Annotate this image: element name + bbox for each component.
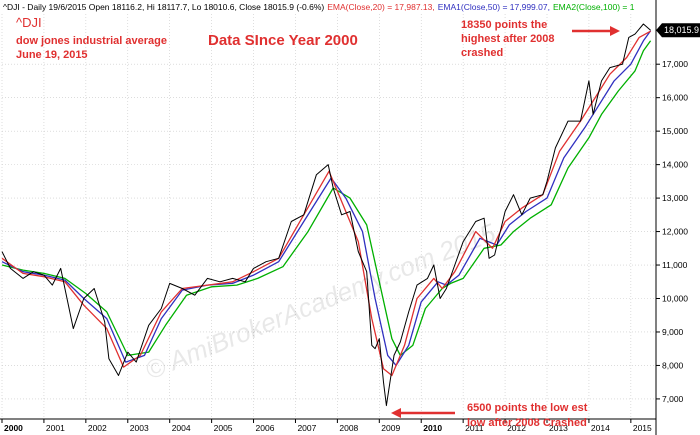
chart-title: Data SInce Year 2000 — [208, 32, 358, 49]
header-info: - Daily 19/6/2015 Open 18116.2, Hi 18117… — [20, 2, 325, 12]
symbol-annotation: ^DJI — [16, 15, 42, 30]
y-tick-label: 15,000 — [662, 126, 688, 136]
x-tick-label: 2011 — [465, 423, 484, 433]
x-tick-label: 2000 — [4, 423, 23, 433]
x-tick-label: 2004 — [172, 423, 191, 433]
x-tick-label: 2007 — [297, 423, 316, 433]
low-note-line2: low after 2008 Crashed — [467, 417, 587, 429]
x-tick-label: 2013 — [549, 423, 568, 433]
y-tick-label: 16,000 — [662, 93, 688, 103]
high-note-line2: highest after 2008 — [461, 33, 555, 45]
grid-lines — [1, 14, 656, 419]
y-tick-label: 7,000 — [662, 394, 684, 404]
y-tick-label: 11,000 — [662, 260, 688, 270]
header-ema20: EMA(Close,20) = 17,987.13, — [327, 2, 435, 12]
last-price-marker: 18,015.9 — [656, 23, 700, 38]
x-tick-label: 2008 — [339, 423, 358, 433]
low-arrow — [391, 408, 455, 418]
y-tick-label: 10,000 — [662, 294, 688, 304]
index-name-annotation: dow jones industrial average — [16, 35, 167, 47]
x-tick-label: 2006 — [256, 423, 275, 433]
y-tick-label: 12,000 — [662, 227, 688, 237]
x-tick-label: 2005 — [214, 423, 233, 433]
low-note-line1: 6500 points the low est — [467, 402, 588, 414]
header-ema50: EMA1(Close,50) = 17,999.07, — [438, 2, 550, 12]
series-line-ema2-close-100 — [1, 40, 652, 357]
x-tick-label: 2003 — [130, 423, 149, 433]
y-tick-label: 8,000 — [662, 360, 684, 370]
date-annotation: June 19, 2015 — [16, 49, 88, 61]
x-axis: 2000 2001 2002 2003 2004 2005 2006 2007 2008 2009… — [1, 419, 652, 433]
y-tick-label: 9,000 — [662, 327, 684, 337]
y-tick-label: 13,000 — [662, 193, 688, 203]
last-price-label: 18,015.9 — [664, 25, 699, 35]
y-tick-label: 17,000 — [662, 59, 688, 69]
high-arrow — [572, 26, 620, 36]
series-layer — [1, 23, 652, 407]
header-text: ^DJI - Daily 19/6/2015 Open 18116.2, Hi … — [3, 2, 635, 12]
high-note-line1: 18350 points the — [461, 19, 547, 31]
x-tick-label: 2010 — [423, 423, 442, 433]
x-tick-label: 2002 — [88, 423, 107, 433]
y-tick-label: 14,000 — [662, 160, 688, 170]
high-note-line3: crashed — [461, 47, 503, 59]
header-symbol: ^DJI — [3, 2, 20, 12]
x-tick-label: 2001 — [46, 423, 65, 433]
series-line-ema1-close-50 — [1, 30, 652, 367]
x-tick-label: 2012 — [507, 423, 526, 433]
header-ema100: EMA2(Close,100) = 1 — [553, 2, 635, 12]
x-tick-label: 2015 — [633, 423, 652, 433]
series-line-dji — [1, 23, 651, 407]
x-tick-label: 2014 — [591, 423, 610, 433]
x-tick-label: 2009 — [381, 423, 400, 433]
y-axis: 7,000 8,000 9,000 10,000 11,000 12,000 13,000 1… — [656, 59, 688, 404]
